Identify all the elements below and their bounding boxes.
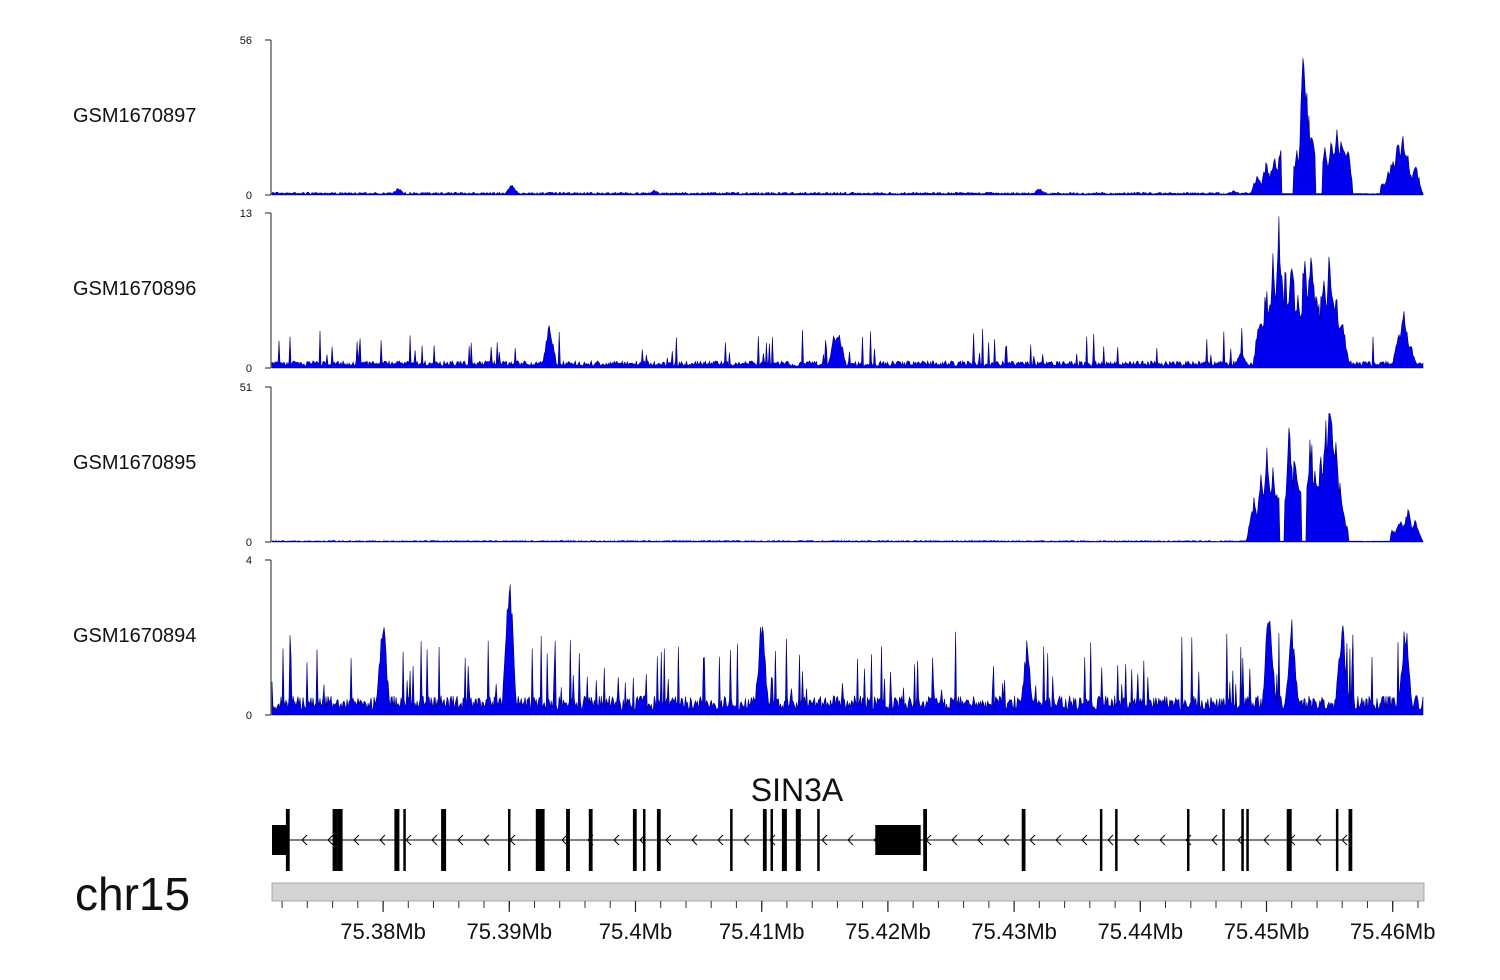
gene-exon bbox=[285, 809, 290, 871]
track-GSM1670895: 51 0 GSM1670895 bbox=[73, 382, 1424, 549]
strand-chevron bbox=[977, 834, 984, 846]
gene-name-label: SIN3A bbox=[751, 772, 844, 808]
gene-exon bbox=[1099, 809, 1103, 871]
strand-chevron bbox=[1341, 834, 1348, 846]
strand-chevron bbox=[1133, 834, 1140, 846]
gene-exon bbox=[1021, 809, 1026, 871]
y-max-label: 13 bbox=[240, 208, 252, 220]
y-min-label: 0 bbox=[246, 190, 252, 202]
track-GSM1670896: 13 0 GSM1670896 bbox=[73, 208, 1424, 375]
y-min-label: 0 bbox=[246, 363, 252, 375]
track-GSM1670894: 4 0 GSM1670894 bbox=[73, 555, 1424, 722]
strand-chevron bbox=[301, 834, 308, 846]
gene-exon bbox=[923, 809, 927, 871]
signal-area-GSM1670897 bbox=[271, 57, 1424, 196]
gene-exon bbox=[1335, 809, 1339, 871]
y-min-label: 0 bbox=[246, 710, 252, 722]
strand-chevron bbox=[1159, 834, 1166, 846]
strand-chevron bbox=[613, 834, 620, 846]
gene-exon bbox=[875, 825, 921, 855]
gene-exon bbox=[566, 809, 570, 871]
gene-exon bbox=[588, 809, 593, 871]
signal-area-GSM1670896 bbox=[271, 216, 1424, 369]
signal-area-GSM1670895 bbox=[271, 413, 1424, 543]
strand-chevron bbox=[1263, 834, 1270, 846]
strand-chevron bbox=[561, 834, 568, 846]
strand-chevron bbox=[1003, 834, 1010, 846]
y-min-label: 0 bbox=[246, 537, 252, 549]
x-tick-label: 75.4Mb bbox=[599, 919, 672, 944]
gene-exon bbox=[643, 809, 646, 871]
strand-chevron bbox=[1315, 834, 1322, 846]
x-tick-label: 75.43Mb bbox=[971, 919, 1057, 944]
signal-tracks: 56 0 GSM1670897 13 0 GSM1670896 51 0 GSM1670895 4… bbox=[73, 35, 1424, 722]
strand-chevron bbox=[1029, 834, 1036, 846]
strand-chevron bbox=[691, 834, 698, 846]
strand-chevron bbox=[1107, 834, 1114, 846]
strand-chevron bbox=[327, 834, 334, 846]
strand-chevron bbox=[847, 834, 854, 846]
gene-exon bbox=[1246, 809, 1249, 871]
strand-chevron bbox=[379, 834, 386, 846]
gene-exon bbox=[795, 809, 801, 871]
x-tick-label: 75.44Mb bbox=[1097, 919, 1183, 944]
x-tick-label: 75.45Mb bbox=[1224, 919, 1310, 944]
gene-exon bbox=[1241, 809, 1244, 871]
gene-exon bbox=[632, 809, 637, 871]
x-tick-label: 75.39Mb bbox=[466, 919, 552, 944]
strand-chevron bbox=[769, 834, 776, 846]
gene-exon bbox=[762, 809, 767, 871]
gene-exon bbox=[1187, 809, 1190, 871]
gene-track: SIN3A bbox=[272, 772, 1353, 871]
gene-exon bbox=[508, 809, 511, 871]
strand-chevron bbox=[431, 834, 438, 846]
x-tick-label: 75.38Mb bbox=[340, 919, 426, 944]
gene-exon bbox=[1222, 809, 1225, 871]
gene-exon bbox=[1348, 809, 1353, 871]
y-max-label: 56 bbox=[240, 35, 252, 47]
gene-exon bbox=[656, 809, 661, 871]
gene-exon bbox=[332, 809, 338, 871]
chromosome-ideogram-bar bbox=[271, 882, 1425, 902]
x-tick-label: 75.46Mb bbox=[1350, 919, 1436, 944]
strand-chevron bbox=[821, 834, 828, 846]
gene-exon bbox=[781, 809, 787, 871]
strand-chevron bbox=[665, 834, 672, 846]
strand-chevron bbox=[743, 834, 750, 846]
strand-chevron bbox=[1081, 834, 1088, 846]
strand-chevron bbox=[405, 834, 412, 846]
gene-exon bbox=[730, 809, 733, 871]
gene-exon bbox=[272, 825, 289, 855]
signal-area-GSM1670894 bbox=[271, 584, 1424, 716]
strand-chevron bbox=[1055, 834, 1062, 846]
gene-exon bbox=[394, 809, 400, 871]
gene-exon bbox=[770, 809, 773, 871]
chromosome-label: chr15 bbox=[75, 868, 190, 920]
x-tick-label: 75.41Mb bbox=[719, 919, 805, 944]
track-GSM1670897: 56 0 GSM1670897 bbox=[73, 35, 1424, 202]
track-label: GSM1670895 bbox=[73, 452, 196, 474]
gene-exon bbox=[1286, 809, 1292, 871]
strand-chevron bbox=[353, 834, 360, 846]
track-label: GSM1670896 bbox=[73, 278, 196, 300]
strand-chevron bbox=[457, 834, 464, 846]
x-tick-label: 75.42Mb bbox=[845, 919, 931, 944]
strand-chevron bbox=[717, 834, 724, 846]
strand-chevron bbox=[951, 834, 958, 846]
gene-exon bbox=[441, 809, 447, 871]
strand-chevron bbox=[483, 834, 490, 846]
gene-exon bbox=[337, 809, 343, 871]
y-max-label: 4 bbox=[246, 555, 252, 567]
track-label: GSM1670894 bbox=[73, 625, 196, 647]
gene-exon bbox=[535, 809, 545, 871]
y-max-label: 51 bbox=[240, 382, 252, 394]
gene-exon bbox=[403, 809, 406, 871]
genome-axis: chr15 75.38Mb 75.39Mb 75.4Mb 75.41Mb 75.42Mb… bbox=[75, 868, 1436, 944]
gene-exon bbox=[1115, 809, 1118, 871]
gene-exon bbox=[817, 809, 820, 871]
track-label: GSM1670897 bbox=[73, 105, 196, 127]
strand-chevron bbox=[1211, 834, 1218, 846]
